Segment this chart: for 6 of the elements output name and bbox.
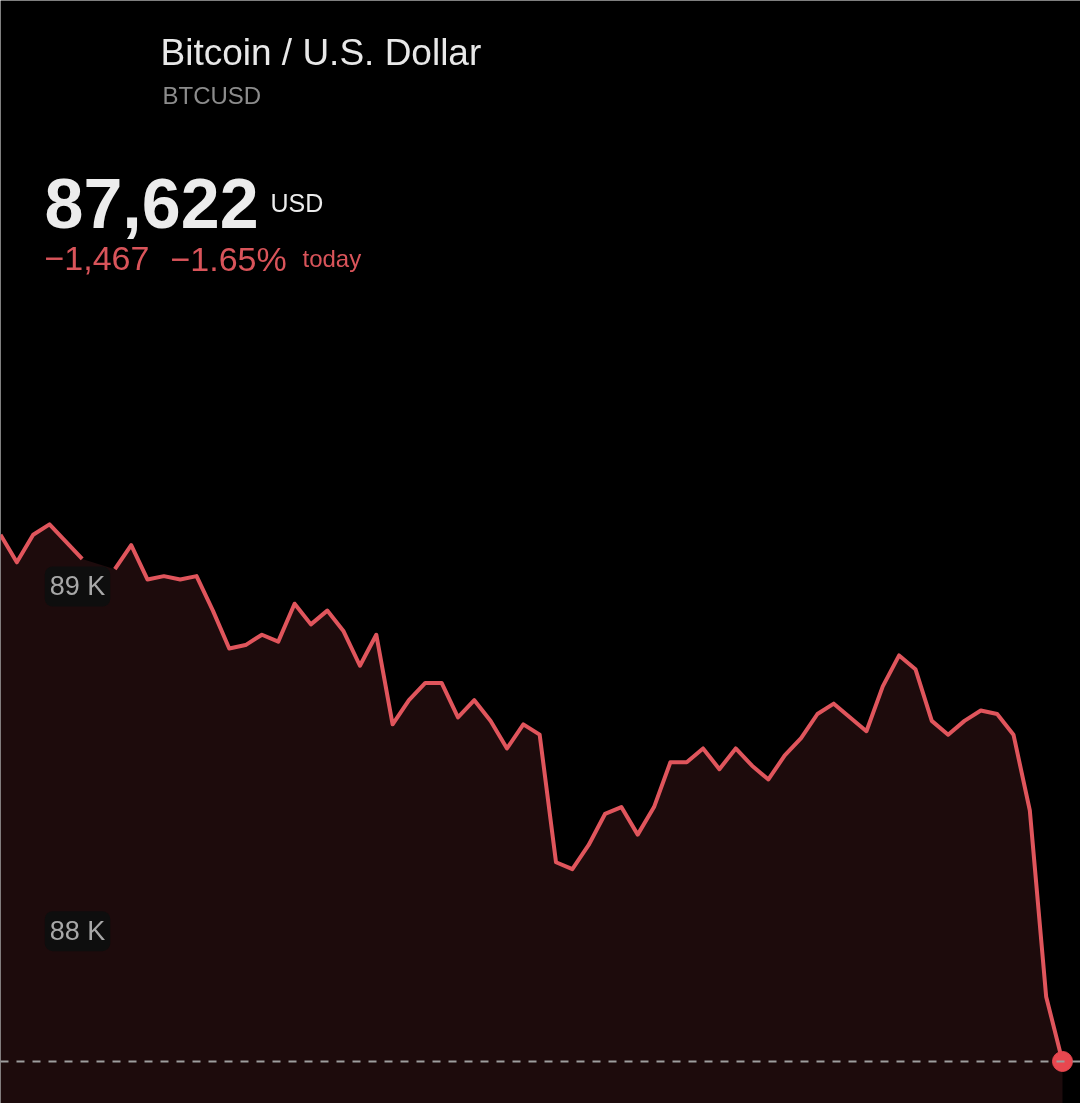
annotation: USD — [270, 188, 324, 217]
text: BTCUSD — [162, 82, 262, 109]
annotation: today — [302, 245, 362, 272]
y-tick-label: 89 K — [49, 571, 106, 602]
text: Bitcoin / U.S. Dollar — [160, 32, 482, 73]
y-tick-label: 88 K — [49, 916, 106, 947]
